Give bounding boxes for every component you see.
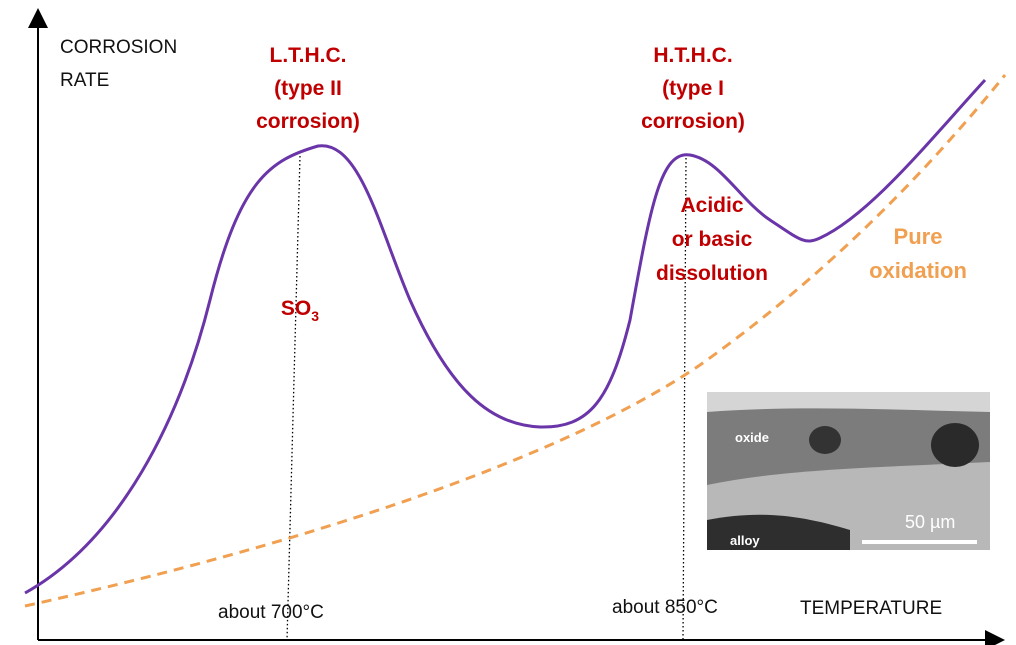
so3: SO3	[281, 297, 319, 324]
y-label: RATE	[60, 70, 109, 91]
hthc: H.T.H.C.	[653, 44, 732, 67]
scale-label: 50 µm	[905, 512, 955, 532]
oxidation-label: Pure	[894, 224, 943, 249]
x-label: TEMPERATURE	[800, 598, 942, 619]
oxide-label: oxide	[735, 430, 769, 445]
marker-700	[287, 156, 300, 640]
lthc: corrosion)	[256, 110, 360, 133]
oxidation-label: oxidation	[869, 258, 967, 283]
diagram: oxide alloy 50 µm CORROSION RATE TEMPERA…	[0, 0, 1016, 645]
hthc: (type I	[662, 77, 724, 100]
micrograph: oxide alloy 50 µm	[707, 392, 990, 550]
alloy-label: alloy	[730, 533, 760, 548]
so3-subscript: 3	[311, 308, 319, 324]
so3-base: SO	[281, 297, 311, 320]
temp-700: about 700°C	[218, 602, 324, 623]
pore	[931, 423, 979, 467]
dissolution: dissolution	[656, 262, 768, 285]
hthc: corrosion)	[641, 110, 745, 133]
scale-bar	[862, 540, 977, 544]
pore	[809, 426, 841, 454]
lthc: (type II	[274, 77, 342, 100]
lthc: L.T.H.C.	[270, 44, 347, 67]
dissolution: Acidic	[680, 194, 743, 217]
dissolution: or basic	[672, 228, 753, 251]
temp-850: about 850°C	[612, 597, 718, 618]
y-label: CORROSION	[60, 37, 177, 58]
